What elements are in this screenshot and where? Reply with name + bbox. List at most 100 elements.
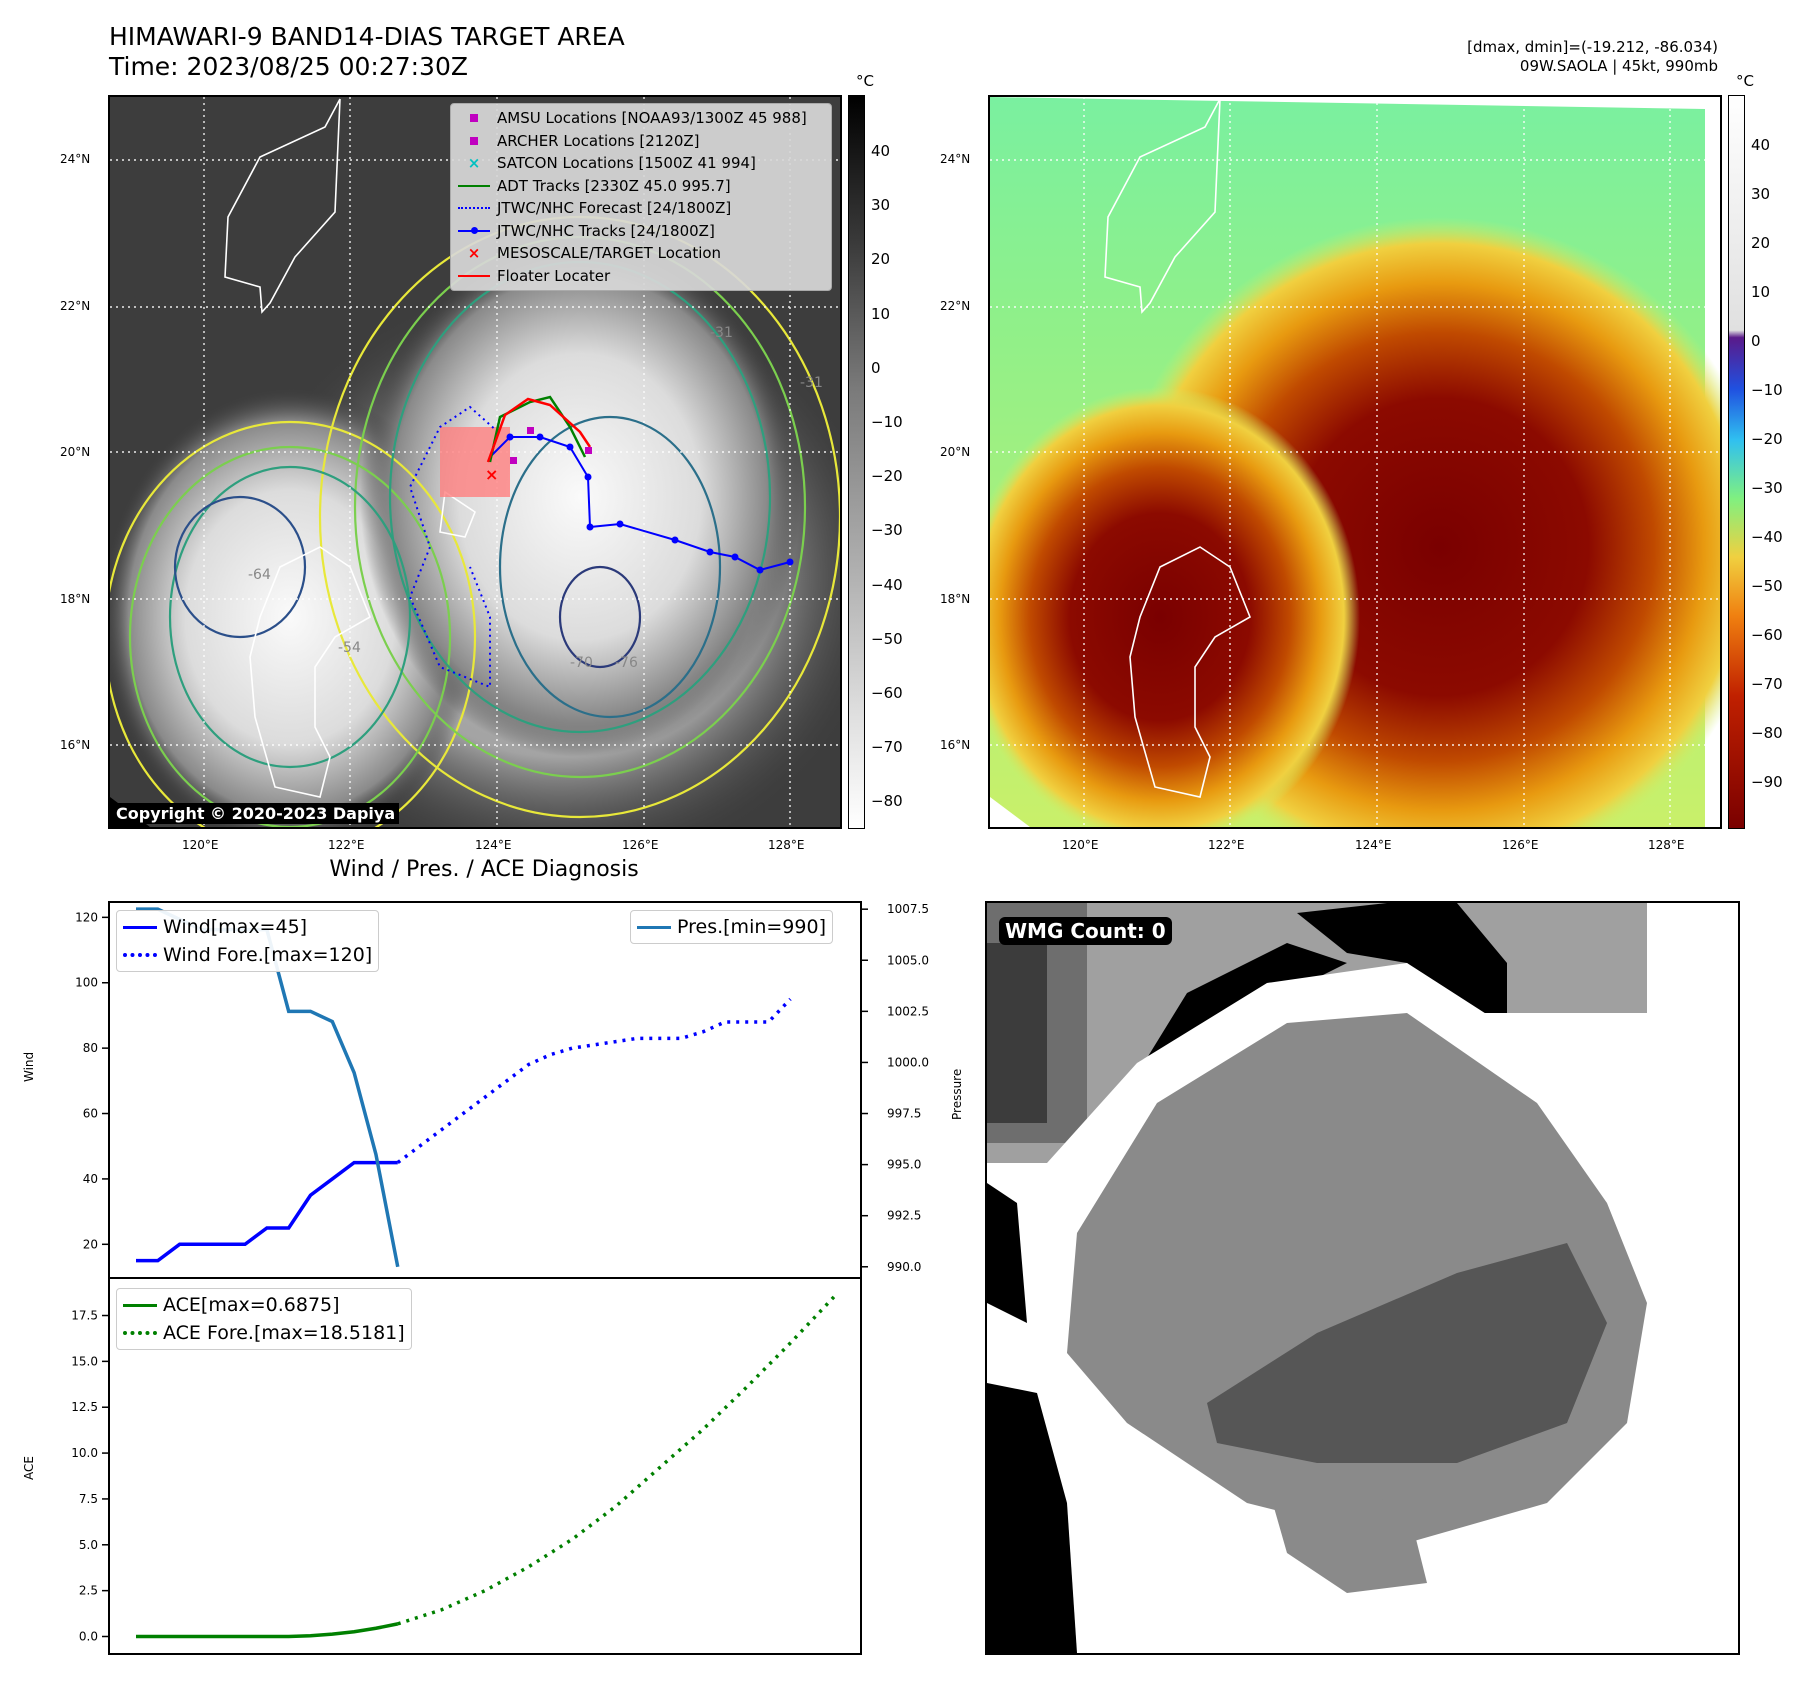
lat-label: 24°N	[940, 152, 971, 166]
lat-label: 20°N	[940, 445, 971, 459]
colorbar-tick: −30	[871, 521, 903, 539]
y-tick-label: 10.0	[71, 1446, 98, 1460]
square-marker-icon	[451, 114, 497, 123]
y-tick-label: 5.0	[79, 1538, 98, 1552]
dmax-dmin-text: [dmax, dmin]=(-19.212, -86.034)	[1467, 38, 1718, 56]
colorbar-tick: −80	[1751, 724, 1783, 742]
y-tick-label: 80	[83, 1041, 98, 1055]
line-icon	[451, 274, 497, 277]
y2-tick-label: 995.0	[887, 1158, 921, 1172]
dot-line-icon	[451, 227, 497, 235]
line-icon	[451, 184, 497, 187]
wmg-svg	[987, 903, 1677, 1653]
contour-label: -70	[570, 655, 593, 671]
colorbar-tick: −20	[871, 467, 903, 485]
y2-tick-label: 1002.5	[887, 1004, 929, 1018]
colorbar-tick: −40	[871, 576, 903, 594]
dotted-line-icon	[117, 953, 163, 957]
y-tick-label: 17.5	[71, 1309, 98, 1323]
lat-label: 20°N	[60, 445, 91, 459]
legend-item-ace-forecast: ACE Fore.[max=18.5181]	[117, 1319, 405, 1347]
colorbar-tick: 0	[1751, 332, 1761, 350]
colorbar-tick: −90	[1751, 773, 1783, 791]
y2-tick-label: 990.0	[887, 1260, 921, 1274]
colorbar-tick: −50	[871, 630, 903, 648]
ace-legend: ACE[max=0.6875] ACE Fore.[max=18.5181]	[116, 1288, 412, 1350]
diagnosis-title: Wind / Pres. / ACE Diagnosis	[329, 857, 639, 882]
map-legend: AMSU Locations [NOAA93/1300Z 45 988] ARC…	[450, 103, 832, 291]
square-marker-icon	[451, 136, 497, 145]
colorbar-tick: 20	[871, 250, 891, 268]
color-ir-map-svg	[990, 97, 1720, 827]
y2-tick-label: 1000.0	[887, 1055, 929, 1069]
x-marker-icon: ×	[467, 244, 481, 263]
contour-label: -64	[248, 567, 271, 583]
ir-map-panel: × -31 -64 -54 -70 -76 -31 AMSU Locations…	[108, 95, 842, 829]
wmg-panel: WMG Count: 0	[985, 901, 1740, 1655]
lat-label: 16°N	[940, 738, 971, 752]
colorbar-tick: −60	[1751, 626, 1783, 644]
y-tick-label: 20	[83, 1237, 98, 1251]
wmg-count-badge: WMG Count: 0	[999, 917, 1172, 945]
colorbar-tick: 20	[1751, 234, 1771, 252]
storm-info-text: 09W.SAOLA | 45kt, 990mb	[1519, 57, 1718, 75]
colorbar-tick: −30	[1751, 479, 1783, 497]
colorbar-tick: 10	[1751, 283, 1771, 301]
lon-label: 124°E	[1355, 838, 1392, 852]
line-icon	[631, 925, 677, 929]
wind-legend: Wind[max=45] Wind Fore.[max=120]	[116, 910, 380, 972]
colorbar-tick: 10	[871, 305, 891, 323]
color-ir-map-panel	[988, 95, 1722, 829]
pressure-axis-label: Pressure	[950, 1068, 964, 1120]
title-line-1: HIMAWARI-9 BAND14-DIAS TARGET AREA	[109, 22, 625, 51]
legend-item-archer: ARCHER Locations [2120Z]	[451, 130, 831, 153]
y2-tick-label: 1005.0	[887, 953, 929, 967]
colorbar-tick: −20	[1751, 430, 1783, 448]
lon-label: 122°E	[328, 838, 365, 852]
legend-item-pressure: Pres.[min=990]	[631, 913, 826, 941]
y-tick-label: 12.5	[71, 1400, 98, 1414]
legend-item-floater: Floater Locater	[451, 265, 831, 288]
colorbar-tick: −70	[871, 738, 903, 756]
copyright-badge: Copyright © 2020-2023 Dapiya	[112, 803, 400, 824]
svg-text:×: ×	[485, 465, 498, 484]
lon-label: 120°E	[182, 838, 219, 852]
pressure-legend: Pres.[min=990]	[630, 910, 833, 944]
colorbar-tick: 30	[1751, 185, 1771, 203]
contour-label: -54	[338, 640, 361, 656]
colorbar-tick: −70	[1751, 675, 1783, 693]
contour-label: -76	[615, 655, 638, 671]
lat-label: 18°N	[60, 592, 91, 606]
y-tick-label: 120	[75, 910, 98, 924]
y-tick-label: 100	[75, 976, 98, 990]
contour-label: -31	[710, 325, 733, 341]
lat-label: 18°N	[940, 592, 971, 606]
y2-tick-label: 992.5	[887, 1209, 921, 1223]
colorbar-tick: −60	[871, 684, 903, 702]
dotted-line-icon	[117, 1331, 163, 1335]
legend-item-adt: ADT Tracks [2330Z 45.0 995.7]	[451, 175, 831, 198]
lon-label: 128°E	[1648, 838, 1685, 852]
lon-label: 120°E	[1062, 838, 1099, 852]
colorbar-tick: 40	[1751, 136, 1771, 154]
lat-label: 22°N	[60, 299, 91, 313]
dotted-line-icon	[451, 207, 497, 210]
legend-item-jtwc-tracks: JTWC/NHC Tracks [24/1800Z]	[451, 220, 831, 243]
ace-panel	[108, 1277, 862, 1655]
lat-label: 24°N	[60, 152, 91, 166]
legend-item-amsu: AMSU Locations [NOAA93/1300Z 45 988]	[451, 107, 831, 130]
legend-item-wind: Wind[max=45]	[117, 913, 372, 941]
y2-tick-label: 997.5	[887, 1107, 921, 1121]
colorbar-tick: −40	[1751, 528, 1783, 546]
y-tick-label: 60	[83, 1107, 98, 1121]
y-tick-label: 0.0	[79, 1629, 98, 1643]
colorbar-tick: −50	[1751, 577, 1783, 595]
y2-tick-label: 1007.5	[887, 902, 929, 916]
legend-item-jtwc-forecast: JTWC/NHC Forecast [24/1800Z]	[451, 197, 831, 220]
legend-item-satcon: × SATCON Locations [1500Z 41 994]	[451, 152, 831, 175]
lon-label: 128°E	[768, 838, 805, 852]
y-tick-label: 40	[83, 1172, 98, 1186]
stats-label: [dmax, dmin]=(-19.212, -86.034) 09W.SAOL…	[1467, 38, 1718, 76]
line-icon	[117, 925, 163, 929]
contour-label: -31	[800, 375, 823, 391]
